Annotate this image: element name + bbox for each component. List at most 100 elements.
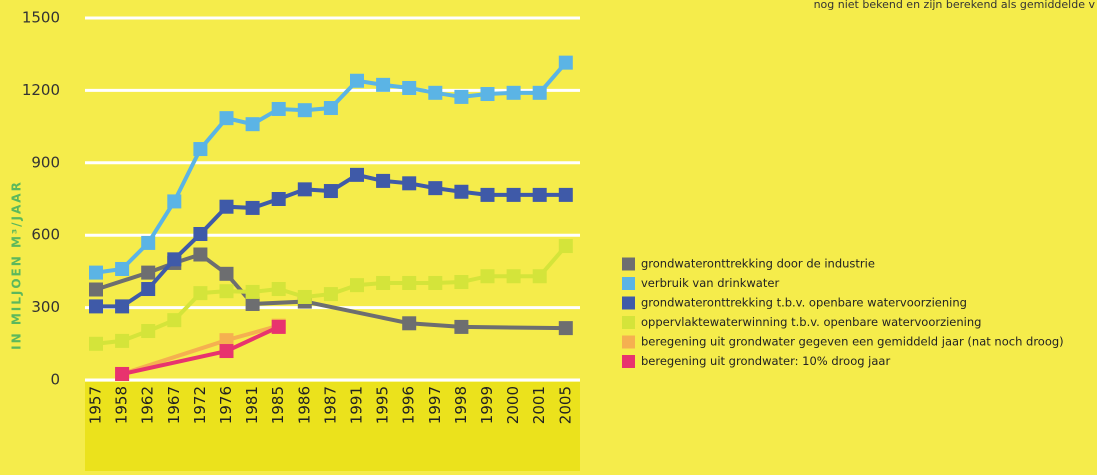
- data-point: [297, 182, 312, 197]
- data-point: [297, 103, 312, 118]
- data-point: [141, 324, 156, 339]
- x-tick-label: 2001: [530, 386, 548, 424]
- legend-label: oppervlaktewaterwinning t.b.v. openbare …: [641, 315, 981, 329]
- x-tick-label: 1999: [478, 386, 496, 424]
- data-point: [428, 275, 443, 290]
- data-point: [167, 194, 182, 209]
- note: nog niet bekend en zijn berekend als gem…: [814, 0, 1096, 11]
- data-point: [532, 269, 547, 284]
- data-point: [115, 366, 130, 381]
- x-tick-label: 2005: [556, 386, 574, 424]
- x-tick-label: 1967: [165, 386, 183, 424]
- data-point: [350, 167, 364, 182]
- data-point: [245, 200, 260, 215]
- data-point: [376, 275, 391, 290]
- x-tick-label: 1957: [87, 386, 105, 424]
- data-point: [193, 286, 208, 301]
- legend-label: grondwateronttrekking t.b.v. openbare wa…: [641, 296, 967, 310]
- data-point: [506, 269, 521, 284]
- data-point: [245, 117, 260, 132]
- legend-label: verbruik van drinkwater: [641, 276, 779, 290]
- data-point: [480, 187, 495, 202]
- x-tick-label: 1972: [191, 386, 209, 424]
- data-point: [193, 226, 208, 241]
- data-point: [558, 321, 573, 336]
- data-point: [141, 282, 156, 297]
- data-point: [297, 289, 312, 304]
- y-tick-label: 1500: [22, 9, 60, 27]
- legend-swatch: [622, 316, 635, 329]
- data-point: [402, 316, 417, 331]
- legend-swatch: [622, 355, 635, 368]
- x-tick-label: 1986: [295, 386, 313, 424]
- series-line: [95, 61, 568, 275]
- data-point: [219, 199, 234, 214]
- data-point: [271, 192, 286, 206]
- y-axis-label: IN MILJOEN M³/JAAR: [10, 180, 24, 350]
- data-point: [454, 89, 469, 104]
- x-tick-label: 1976: [217, 386, 235, 424]
- data-point: [454, 275, 469, 290]
- data-point: [271, 282, 286, 297]
- data-point: [219, 111, 234, 126]
- x-tick-label: 1991: [348, 386, 366, 424]
- data-point: [141, 235, 156, 250]
- data-point: [323, 287, 338, 302]
- legend-swatch: [622, 296, 635, 310]
- y-tick-label: 600: [31, 226, 60, 244]
- legend-swatch: [622, 277, 635, 290]
- data-point: [506, 85, 521, 100]
- data-point: [350, 73, 364, 88]
- x-tick-label: 1981: [243, 386, 261, 424]
- data-point: [193, 142, 208, 157]
- data-point: [219, 344, 234, 359]
- data-point: [271, 101, 286, 116]
- data-point: [219, 284, 234, 299]
- data-point: [402, 176, 417, 191]
- data-point: [89, 336, 103, 351]
- data-point: [89, 282, 103, 297]
- y-tick-label: 0: [50, 371, 60, 389]
- y-tick-label: 300: [31, 298, 60, 316]
- data-point: [89, 265, 103, 280]
- legend-label: beregening uit grondwater gegeven een ge…: [641, 335, 1064, 349]
- data-point: [115, 261, 130, 276]
- data-point: [219, 333, 234, 348]
- legend-swatch: [622, 335, 635, 349]
- data-point: [245, 284, 260, 299]
- data-point: [89, 299, 103, 314]
- x-tick-label: 1985: [269, 386, 287, 424]
- data-point: [532, 85, 547, 100]
- x-tick-label: 1997: [426, 386, 444, 424]
- x-tick-label: 1998: [452, 386, 470, 424]
- y-tick-label: 1200: [22, 81, 60, 99]
- data-point: [323, 184, 338, 199]
- x-tick-label: 1958: [113, 386, 131, 424]
- data-point: [454, 184, 469, 199]
- data-point: [428, 181, 443, 196]
- data-point: [167, 252, 182, 267]
- x-tick-label: 1962: [139, 386, 157, 424]
- data-point: [558, 55, 573, 70]
- data-point: [506, 187, 521, 202]
- x-tick-label: 1996: [400, 386, 418, 424]
- data-point: [115, 333, 130, 348]
- data-point: [428, 85, 443, 100]
- data-point: [402, 275, 417, 290]
- x-tick-label: 2000: [504, 386, 522, 424]
- data-point: [350, 278, 364, 293]
- data-point: [558, 239, 573, 254]
- data-point: [245, 296, 260, 311]
- data-point: [115, 299, 130, 314]
- data-point: [376, 77, 391, 92]
- x-tick-label: 1995: [374, 386, 392, 424]
- data-point: [167, 313, 182, 328]
- data-point: [480, 87, 495, 102]
- data-point: [558, 187, 573, 202]
- data-point: [402, 80, 417, 95]
- legend-swatch: [622, 257, 635, 271]
- series-line: [95, 252, 566, 331]
- data-point: [532, 187, 547, 202]
- data-point: [323, 101, 338, 116]
